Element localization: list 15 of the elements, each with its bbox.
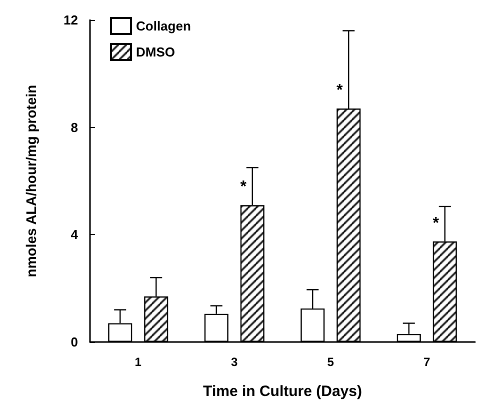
y-axis-title: nmoles ALA/hour/mg protein xyxy=(23,84,39,278)
x-tick-label: 1 xyxy=(134,355,142,369)
y-tick-label: 4 xyxy=(70,227,79,242)
annotation: * xyxy=(432,214,440,232)
x-tick-label: 7 xyxy=(424,355,431,369)
legend-label: DMSO xyxy=(136,44,175,60)
annotation: * xyxy=(240,178,248,196)
x-tick-label: 5 xyxy=(327,355,334,369)
annotation: * xyxy=(336,82,344,100)
y-tick-label: 12 xyxy=(64,12,78,28)
legend-label: Collagen xyxy=(136,18,191,34)
y-tick-label: 0 xyxy=(70,334,78,350)
x-axis-title: Time in Culture (Days) xyxy=(203,383,362,400)
x-tick-label: 3 xyxy=(231,355,238,369)
y-tick-label: 8 xyxy=(70,120,78,135)
